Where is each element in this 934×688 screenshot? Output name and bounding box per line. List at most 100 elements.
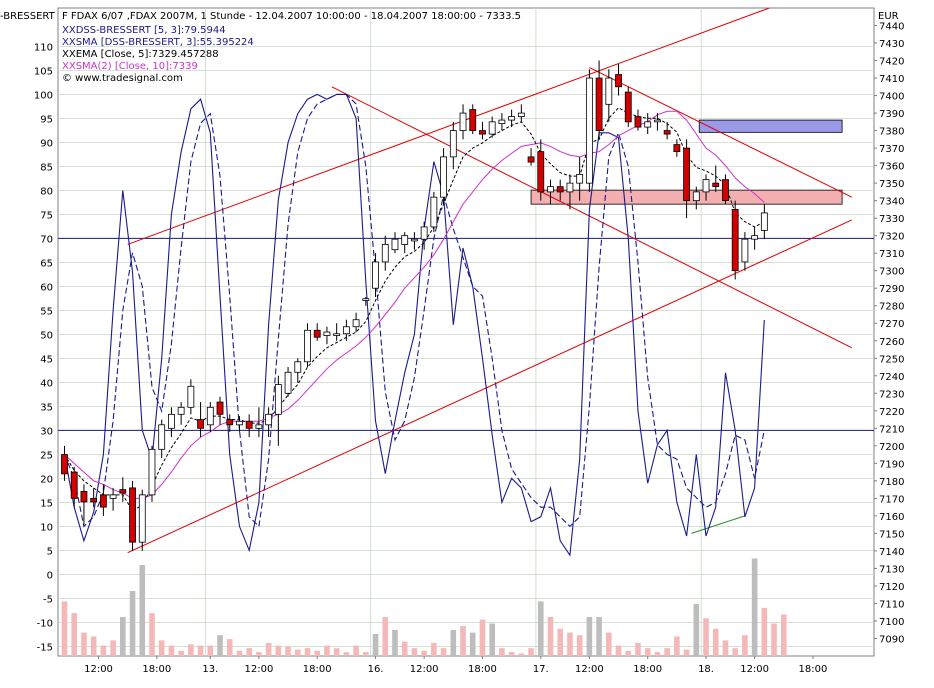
legend-entry: XXSMA [DSS-BRESSERT, 3]:55.395224 — [62, 37, 254, 48]
candle-body — [148, 448, 156, 496]
volume-bar — [372, 633, 379, 656]
price-tick-label: 7360 — [879, 162, 904, 173]
candle — [692, 186, 700, 210]
candle-body — [206, 406, 214, 426]
volume-bar — [742, 635, 748, 656]
candle — [333, 323, 341, 341]
volume-bar — [411, 648, 418, 656]
candle-body — [80, 490, 88, 503]
candle-body — [129, 487, 136, 543]
candle-body — [585, 77, 593, 184]
candle-body — [430, 196, 438, 228]
volume-bar — [90, 636, 97, 656]
candle — [595, 60, 603, 140]
candle — [469, 104, 477, 135]
candle — [61, 445, 68, 481]
volume-bar — [557, 628, 564, 656]
candle — [401, 232, 409, 254]
candle — [158, 419, 166, 459]
candle-body — [644, 121, 652, 128]
volume-bar — [644, 648, 651, 656]
price-tick-label: 7410 — [879, 74, 904, 85]
candle — [90, 487, 98, 508]
volume-bar — [382, 617, 389, 656]
x-tick-label: 18. — [698, 664, 714, 675]
candle-body — [663, 130, 671, 135]
osc-tick-label: 105 — [34, 66, 53, 77]
volume-bar — [528, 648, 534, 656]
volume-bar — [61, 601, 68, 656]
osc-tick-label: 20 — [40, 474, 53, 485]
volume-bar — [265, 643, 272, 656]
osc-tick-label: 55 — [40, 306, 53, 317]
volume-bar — [596, 617, 602, 656]
candle — [148, 445, 156, 502]
x-tick-label: 18:00 — [468, 664, 497, 675]
volume-bar — [217, 635, 223, 656]
candle — [119, 477, 127, 502]
candle — [712, 165, 720, 192]
volume-bar — [333, 648, 340, 656]
price-tick-label: 7250 — [879, 354, 904, 365]
price-tick-label: 7300 — [879, 267, 904, 278]
candle-body — [391, 238, 399, 251]
candle — [129, 480, 136, 551]
candle — [362, 296, 370, 306]
candle-body — [352, 319, 360, 328]
price-tick-label: 7170 — [879, 494, 904, 505]
candle-body — [372, 261, 379, 289]
price-tick-label: 7090 — [879, 634, 904, 645]
price-tick-label: 7340 — [879, 197, 904, 208]
candle-body — [537, 151, 545, 193]
volume-bar — [479, 619, 486, 656]
volume-bar — [207, 645, 214, 656]
price-tick-label: 7210 — [879, 424, 904, 435]
volume-bar — [576, 635, 583, 656]
candle-body — [313, 329, 321, 338]
candle-body — [168, 413, 175, 429]
price-tick-label: 7200 — [879, 442, 904, 453]
volume-bar — [139, 565, 146, 656]
candle-body — [323, 331, 331, 336]
volume-bar — [129, 591, 136, 656]
candle-body — [197, 419, 204, 429]
price-tick-label: 7240 — [879, 372, 904, 383]
candle — [294, 358, 302, 383]
volume-bar — [178, 650, 184, 656]
price-tick-label: 7370 — [879, 144, 904, 155]
volume-bar — [460, 626, 466, 656]
candle-body — [177, 406, 185, 415]
candle-body — [479, 130, 486, 135]
candle — [624, 86, 632, 128]
volume-bar — [401, 641, 408, 656]
volume-bar — [197, 645, 204, 656]
price-tick-label: 7320 — [879, 232, 904, 243]
volume-bar — [606, 632, 612, 656]
osc-tick-label: 25 — [40, 450, 53, 461]
candle-body — [556, 186, 564, 193]
candle — [342, 319, 350, 341]
volume-bar — [489, 623, 495, 656]
volume-bar — [168, 645, 175, 656]
volume-bar — [100, 645, 107, 656]
volume-bar — [537, 601, 544, 656]
candle — [537, 139, 545, 201]
volume-bar — [343, 652, 350, 656]
osc-tick-label: 50 — [40, 330, 53, 341]
volume-bar — [664, 648, 670, 656]
candle — [498, 113, 506, 131]
ema-line — [64, 107, 765, 512]
volume-bar — [518, 653, 525, 656]
target-zone — [698, 119, 843, 133]
candle-body — [547, 186, 554, 193]
candle-body — [187, 385, 195, 408]
candle — [508, 109, 516, 128]
legend-entry: XXEMA [Close, 5]:7329.457288 — [62, 49, 219, 60]
x-tick-label: 17. — [533, 664, 549, 675]
candle-body — [673, 144, 681, 153]
osc-tick-label: -15 — [37, 642, 53, 653]
candle-body — [469, 109, 477, 131]
x-tick-label: 12:00 — [575, 664, 604, 675]
candle-body — [265, 413, 273, 426]
copyright-text: © www.tradesignal.com — [62, 73, 183, 84]
